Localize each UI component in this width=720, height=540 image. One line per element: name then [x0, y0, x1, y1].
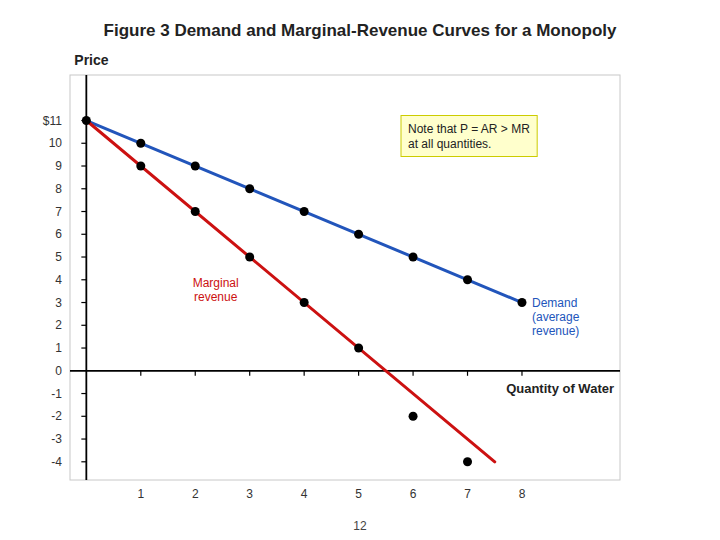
x-tick: [358, 371, 359, 376]
y-tick: [81, 438, 86, 439]
y-tick-label: 5: [55, 250, 62, 264]
y-tick-label: -2: [51, 409, 62, 423]
y-tick-label: 8: [55, 182, 62, 196]
y-tick-label: $11: [43, 114, 62, 128]
points: [82, 116, 527, 466]
point: [82, 116, 91, 125]
x-tick-label: 2: [192, 487, 199, 501]
point: [191, 162, 200, 171]
note-text: Note that P = AR > MRat all quantities.: [408, 122, 530, 151]
y-tick-label: 7: [55, 205, 62, 219]
page-number: 12: [353, 519, 367, 533]
point: [191, 207, 200, 216]
note-text-line: at all quantities.: [408, 137, 491, 151]
x-axis-label: Quantity of Water: [506, 381, 614, 396]
y-tick: [81, 347, 86, 348]
y-tick: [81, 393, 86, 394]
y-tick: [81, 416, 86, 417]
point: [517, 298, 526, 307]
point: [409, 253, 418, 262]
point: [463, 275, 472, 284]
curve-label: Marginalrevenue: [193, 276, 239, 304]
x-tick-label: 4: [301, 487, 308, 501]
curve-label-line: revenue: [194, 290, 238, 304]
x-tick: [249, 371, 250, 376]
x-tick: [304, 371, 305, 376]
point: [136, 162, 145, 171]
y-tick-label: 0: [55, 364, 62, 378]
curve-label-line: Demand: [532, 296, 577, 310]
x-tick-label: 3: [246, 487, 253, 501]
y-tick-label: 10: [49, 136, 63, 150]
y-tick: [81, 211, 86, 212]
point: [409, 412, 418, 421]
curve-label: Demand(averagerevenue): [532, 296, 580, 338]
x-tick: [467, 371, 468, 376]
curve-label-line: (average: [532, 310, 580, 324]
y-tick: [81, 256, 86, 257]
x-axis-line: [70, 370, 620, 372]
note-text-line: Note that P = AR > MR: [408, 122, 530, 136]
y-tick: [81, 188, 86, 189]
y-tick: [81, 234, 86, 235]
y-tick-label: -1: [51, 387, 62, 401]
x-tick-label: 8: [519, 487, 526, 501]
y-tick: [81, 461, 86, 462]
y-tick-label: 2: [55, 318, 62, 332]
y-axis-line: [85, 75, 87, 480]
note: Note that P = AR > MRat all quantities.: [401, 116, 537, 157]
point: [354, 344, 363, 353]
y-tick-label: -4: [51, 455, 62, 469]
point: [136, 139, 145, 148]
curve: [86, 121, 494, 462]
y-tick: [81, 325, 86, 326]
x-tick: [521, 371, 522, 376]
y-tick: [81, 302, 86, 303]
x-tick: [412, 371, 413, 376]
note-box: [401, 116, 537, 157]
point: [354, 230, 363, 239]
x-tick-label: 7: [464, 487, 471, 501]
curve-labels: Demand(averagerevenue) Marginalrevenue: [193, 276, 580, 338]
point: [245, 184, 254, 193]
point: [245, 253, 254, 262]
y-tick-label: 4: [55, 273, 62, 287]
y-tick-label: 3: [55, 296, 62, 310]
y-axis-label: Price: [74, 52, 108, 68]
y-tick: [81, 279, 86, 280]
curve-label-line: Marginal: [193, 276, 239, 290]
x-tick-label: 5: [355, 487, 362, 501]
point: [463, 457, 472, 466]
curve: [86, 121, 522, 303]
y-tick: [81, 165, 86, 166]
lines: [86, 121, 522, 462]
y-tick-label: 1: [55, 341, 62, 355]
curve-label-line: revenue): [532, 324, 579, 338]
chart: Figure 3 Demand and Marginal-Revenue Cur…: [0, 0, 720, 540]
y-tick: [81, 143, 86, 144]
x-tick: [195, 371, 196, 376]
point: [300, 298, 309, 307]
x-tick-label: 6: [410, 487, 417, 501]
x-tick: [140, 371, 141, 376]
y-tick-label: 6: [55, 227, 62, 241]
title: Figure 3 Demand and Marginal-Revenue Cur…: [104, 21, 617, 40]
x-tick-label: 1: [137, 487, 144, 501]
point: [300, 207, 309, 216]
plot-frame: [70, 75, 620, 480]
y-tick-label: -3: [51, 432, 62, 446]
y-tick-label: 9: [55, 159, 62, 173]
